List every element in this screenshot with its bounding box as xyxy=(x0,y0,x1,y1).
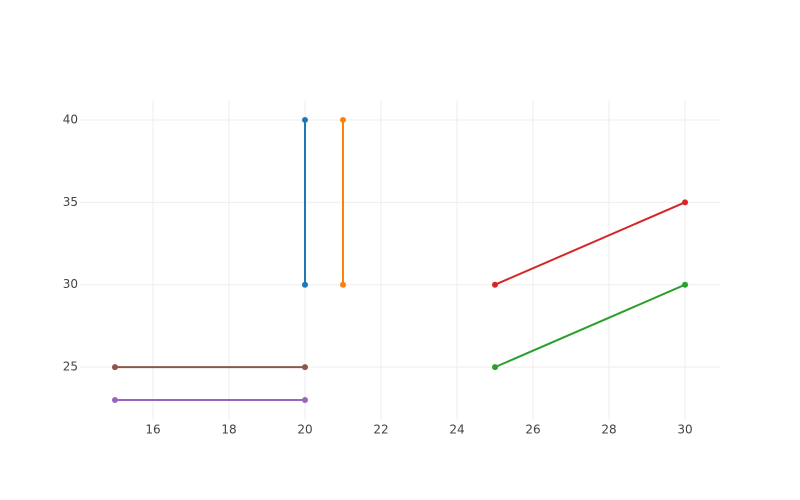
marker xyxy=(301,116,308,123)
y-tick-label: 40 xyxy=(63,112,78,126)
marker xyxy=(492,364,499,371)
marker xyxy=(301,397,308,404)
x-tick-label: 16 xyxy=(145,423,160,437)
y-tick-label: 25 xyxy=(63,360,78,374)
marker xyxy=(682,199,689,206)
marker xyxy=(339,116,346,123)
x-tick-label: 24 xyxy=(449,423,464,437)
x-tick-label: 20 xyxy=(297,423,312,437)
x-tick-label: 26 xyxy=(525,423,540,437)
marker xyxy=(301,281,308,288)
x-tick-label: 22 xyxy=(373,423,388,437)
x-tick-label: 28 xyxy=(601,423,616,437)
line xyxy=(494,201,686,286)
marker xyxy=(339,281,346,288)
x-tick-label: 30 xyxy=(677,423,692,437)
y-tick-label: 30 xyxy=(63,277,78,291)
marker xyxy=(301,364,308,371)
line xyxy=(494,283,686,369)
marker xyxy=(492,281,499,288)
marker xyxy=(111,397,118,404)
y-tick-label: 35 xyxy=(63,195,78,209)
marker xyxy=(111,364,118,371)
x-tick-label: 18 xyxy=(221,423,236,437)
marker xyxy=(682,281,689,288)
